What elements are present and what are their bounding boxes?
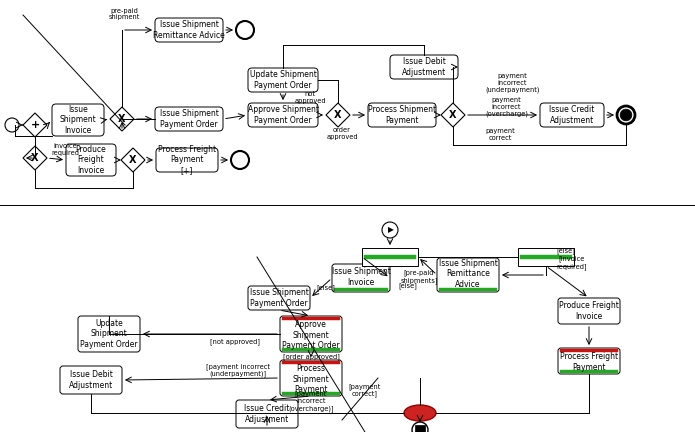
FancyBboxPatch shape [368, 103, 436, 127]
Text: Process Freight
Payment
[+]: Process Freight Payment [+] [158, 145, 216, 175]
Text: X: X [129, 155, 137, 165]
FancyBboxPatch shape [156, 148, 218, 172]
FancyBboxPatch shape [540, 103, 604, 127]
FancyBboxPatch shape [558, 298, 620, 324]
Text: Issue Shipment
Remittance
Advice: Issue Shipment Remittance Advice [439, 259, 498, 289]
Circle shape [382, 222, 398, 238]
Text: Update Shipment
Payment Order: Update Shipment Payment Order [250, 70, 316, 90]
FancyBboxPatch shape [280, 360, 342, 396]
Circle shape [5, 118, 19, 132]
Text: Issue
Shipment
Invoice: Issue Shipment Invoice [60, 105, 97, 135]
Text: Produce
Freight
Invoice: Produce Freight Invoice [76, 145, 106, 175]
FancyBboxPatch shape [248, 286, 310, 310]
Text: ▶: ▶ [388, 226, 394, 235]
FancyBboxPatch shape [248, 68, 318, 92]
Text: [payment incorrect
(underpayment)]: [payment incorrect (underpayment)] [206, 363, 270, 377]
Text: [payment
incorrect
(overcharge)]: [payment incorrect (overcharge)] [288, 390, 334, 412]
Text: payment
incorrect
(underpayment): payment incorrect (underpayment) [485, 73, 539, 93]
FancyBboxPatch shape [236, 400, 298, 428]
FancyBboxPatch shape [332, 264, 390, 292]
Text: payment
incorrect
(overcharge): payment incorrect (overcharge) [485, 97, 528, 117]
Text: Approve Shipment
Payment Order: Approve Shipment Payment Order [247, 105, 318, 125]
Text: Issue Credit
Adjustment: Issue Credit Adjustment [549, 105, 595, 125]
Text: Update
Shipment
Payment Order: Update Shipment Payment Order [80, 319, 138, 349]
Bar [439, 288, 497, 291]
Text: Approve
Shipment
Payment Order: Approve Shipment Payment Order [282, 320, 340, 350]
Text: not
approved: not approved [294, 90, 326, 104]
Polygon shape [23, 146, 47, 170]
FancyBboxPatch shape [390, 55, 458, 79]
Polygon shape [441, 103, 465, 127]
FancyBboxPatch shape [52, 104, 104, 136]
Text: [order approved]: [order approved] [283, 354, 339, 360]
Bar [415, 425, 425, 432]
Text: Produce Freight
Invoice: Produce Freight Invoice [559, 301, 619, 321]
Bar [560, 349, 618, 352]
Bar [520, 255, 572, 259]
Text: order
approved: order approved [326, 127, 358, 140]
Polygon shape [110, 107, 134, 131]
Text: X: X [334, 110, 342, 120]
Bar [364, 255, 416, 259]
Text: Issue Shipment
Remittance Advice: Issue Shipment Remittance Advice [153, 20, 225, 40]
Text: [not approved]: [not approved] [210, 339, 260, 345]
Bar [362, 248, 418, 266]
Bar [334, 288, 388, 291]
FancyBboxPatch shape [248, 103, 318, 127]
FancyBboxPatch shape [66, 144, 116, 176]
Polygon shape [326, 103, 350, 127]
FancyBboxPatch shape [78, 316, 140, 352]
Text: [else]: [else] [398, 283, 418, 289]
Text: +: + [31, 120, 40, 130]
Text: X: X [449, 110, 457, 120]
Bar [518, 248, 574, 266]
Polygon shape [121, 148, 145, 172]
Text: Process Shipment
Payment: Process Shipment Payment [368, 105, 436, 125]
FancyBboxPatch shape [558, 348, 620, 374]
Text: Issue Shipment
Payment Order: Issue Shipment Payment Order [250, 288, 309, 308]
Text: [pre-paid
shipments]: [pre-paid shipments] [400, 270, 438, 284]
FancyBboxPatch shape [437, 258, 499, 292]
Circle shape [412, 422, 428, 432]
Text: Issue Shipment
Invoice: Issue Shipment Invoice [332, 267, 391, 287]
Circle shape [620, 109, 632, 121]
Circle shape [231, 151, 249, 169]
FancyBboxPatch shape [60, 366, 122, 394]
Text: invoice
required: invoice required [51, 143, 79, 156]
Bar [282, 317, 340, 320]
FancyBboxPatch shape [155, 107, 223, 131]
Text: Issue Debit
Adjustment: Issue Debit Adjustment [69, 370, 113, 390]
FancyBboxPatch shape [280, 316, 342, 352]
FancyBboxPatch shape [155, 18, 223, 42]
Text: Process Freight
Payment: Process Freight Payment [560, 353, 618, 372]
Ellipse shape [404, 405, 436, 421]
Circle shape [617, 106, 635, 124]
Text: payment
correct: payment correct [485, 128, 515, 142]
Text: [else]: [else] [556, 248, 575, 254]
Bar [282, 361, 340, 364]
Text: X: X [118, 114, 126, 124]
Text: X: X [31, 153, 39, 163]
Bar [560, 370, 618, 373]
Text: Process
Shipment
Payment: Process Shipment Payment [293, 364, 329, 394]
Circle shape [236, 21, 254, 39]
Text: [invoice
required]: [invoice required] [556, 256, 587, 270]
Text: Issue Debit
Adjustment: Issue Debit Adjustment [402, 57, 446, 77]
Text: Issue Shipment
Payment Order: Issue Shipment Payment Order [160, 109, 218, 129]
Text: [else]: [else] [316, 285, 335, 291]
Text: Issue Credit
Adjustment: Issue Credit Adjustment [245, 404, 290, 424]
Polygon shape [23, 113, 47, 137]
Bar [282, 392, 340, 395]
Text: [payment
correct]: [payment correct] [348, 383, 380, 397]
Text: pre-paid
shipment: pre-paid shipment [108, 7, 140, 20]
Bar [282, 348, 340, 351]
